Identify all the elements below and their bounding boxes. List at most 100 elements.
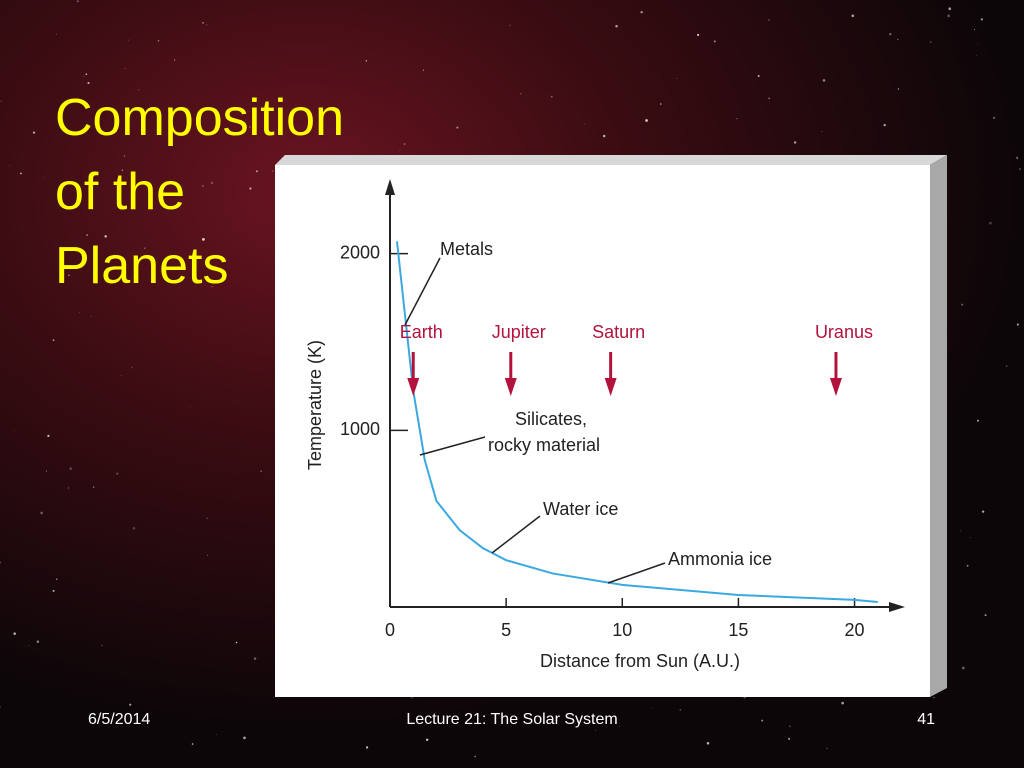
star: [594, 729, 597, 732]
star: [679, 709, 682, 711]
star: [789, 725, 791, 728]
star: [961, 303, 964, 306]
star: [897, 38, 899, 40]
star: [87, 81, 90, 85]
planet-label: Uranus: [815, 322, 873, 342]
star: [841, 701, 844, 705]
panel-bevel-side: [930, 155, 947, 697]
star: [272, 170, 274, 172]
star: [90, 316, 92, 317]
star: [86, 234, 89, 237]
star: [157, 39, 160, 42]
star: [81, 82, 83, 84]
annotation-leader: [419, 436, 486, 456]
star: [243, 736, 246, 740]
star: [255, 170, 258, 173]
star: [989, 221, 992, 225]
star: [788, 737, 791, 740]
star: [13, 632, 16, 635]
star: [889, 32, 892, 36]
star: [365, 746, 369, 749]
star: [676, 77, 678, 79]
star: [615, 24, 618, 28]
star: [982, 510, 985, 513]
annotation: Silicates,: [515, 409, 587, 429]
star: [768, 97, 770, 100]
star: [761, 719, 764, 722]
star: [509, 24, 511, 26]
y-axis-label: Temperature (K): [305, 340, 325, 470]
star: [28, 645, 30, 647]
footer-title: Lecture 21: The Solar System: [406, 711, 617, 728]
star: [124, 68, 126, 69]
star: [162, 263, 165, 266]
star: [1016, 156, 1019, 159]
star: [40, 511, 44, 515]
star: [235, 641, 238, 644]
star: [206, 517, 208, 519]
x-axis-arrow: [889, 602, 905, 612]
star: [821, 131, 823, 132]
panel-bevel-top: [275, 155, 947, 165]
star: [736, 118, 738, 120]
star: [422, 69, 424, 71]
star: [210, 181, 214, 185]
star: [47, 434, 50, 438]
star: [993, 116, 995, 119]
star: [651, 707, 653, 709]
star: [0, 100, 3, 102]
planet-arrow-head: [604, 378, 617, 396]
star: [32, 131, 36, 134]
star: [104, 235, 107, 238]
star: [0, 561, 2, 564]
annotation: Metals: [440, 239, 493, 259]
title-line: Planets: [55, 237, 228, 295]
star: [260, 470, 262, 472]
star: [456, 126, 459, 129]
footer: 6/5/2014 Lecture 21: The Solar System 41: [88, 711, 935, 728]
star: [977, 42, 979, 44]
x-tick-label: 20: [845, 620, 865, 640]
star: [36, 640, 40, 643]
star: [92, 486, 95, 488]
star: [1006, 365, 1008, 367]
star: [191, 743, 194, 745]
star: [189, 406, 191, 408]
star: [129, 703, 132, 706]
star: [768, 19, 770, 21]
star: [969, 536, 971, 538]
star: [365, 60, 368, 62]
star: [220, 277, 224, 280]
x-tick-label: 10: [612, 620, 632, 640]
star: [215, 734, 217, 735]
star: [211, 286, 213, 288]
slide-title: Composition of the Planets: [55, 89, 344, 295]
annotation: Ammonia ice: [668, 549, 772, 569]
star: [76, 0, 79, 3]
star: [602, 134, 606, 138]
footer-date: 6/5/2014: [88, 711, 150, 728]
star: [137, 89, 140, 91]
star: [132, 526, 136, 530]
star: [144, 247, 146, 249]
star: [793, 141, 797, 144]
footer-page: 41: [917, 711, 935, 728]
star: [706, 741, 710, 745]
star: [20, 172, 22, 175]
star: [976, 55, 978, 57]
star: [249, 187, 252, 190]
star: [692, 154, 693, 155]
star: [253, 657, 257, 660]
title-line: of the: [55, 163, 185, 221]
star: [826, 747, 828, 749]
star: [584, 123, 586, 125]
x-tick-label: 5: [501, 620, 511, 640]
star: [947, 14, 950, 18]
planet-label: Earth: [400, 322, 443, 342]
chart-panel: [275, 165, 930, 697]
star: [120, 375, 122, 377]
star: [14, 429, 16, 431]
star: [55, 33, 57, 35]
star: [116, 472, 119, 475]
star: [757, 74, 760, 78]
